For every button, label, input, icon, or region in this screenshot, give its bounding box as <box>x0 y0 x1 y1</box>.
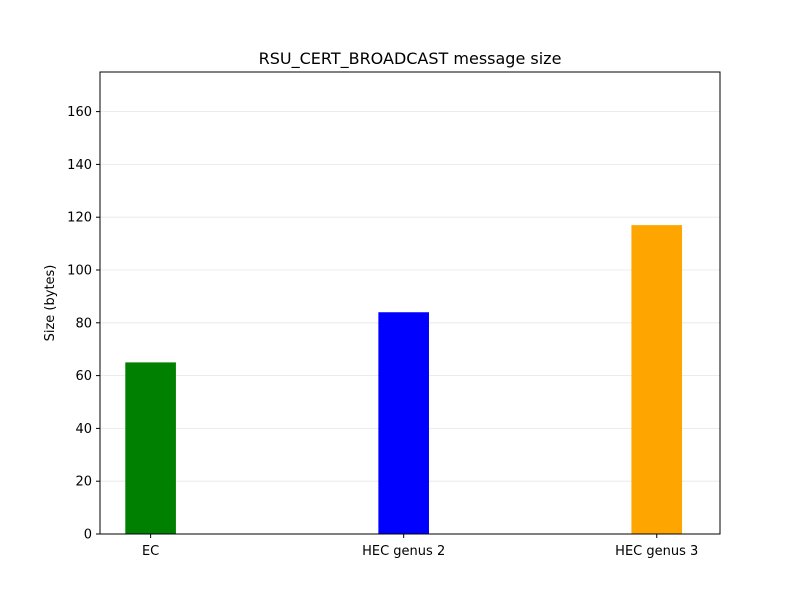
y-tick-label: 60 <box>75 369 92 384</box>
bar-ec <box>125 362 176 534</box>
y-tick-label: 160 <box>67 105 92 120</box>
y-tick-label: 100 <box>67 264 92 279</box>
y-tick-label: 80 <box>75 316 92 331</box>
y-tick-label: 140 <box>67 158 92 173</box>
y-axis-label: Size (bytes) <box>43 265 58 342</box>
bar-hec-genus-3 <box>631 225 683 534</box>
chart-title: RSU_CERT_BROADCAST message size <box>259 49 562 69</box>
y-tick-label: 120 <box>67 211 92 226</box>
x-tick-label: HEC genus 3 <box>615 544 698 559</box>
plot-frame <box>99 71 721 535</box>
x-tick-label: HEC genus 2 <box>362 544 445 559</box>
bar-hec-genus-2 <box>378 312 429 534</box>
y-tick-label: 20 <box>75 475 92 490</box>
bars <box>125 225 683 534</box>
y-axis-ticks: 0 20 40 60 80 100 120 140 160 <box>67 105 100 543</box>
x-axis-ticks: EC HEC genus 2 HEC genus 3 <box>142 534 698 559</box>
x-tick-label: EC <box>142 544 159 559</box>
y-tick-label: 40 <box>75 422 92 437</box>
y-tick-label: 0 <box>84 528 92 543</box>
